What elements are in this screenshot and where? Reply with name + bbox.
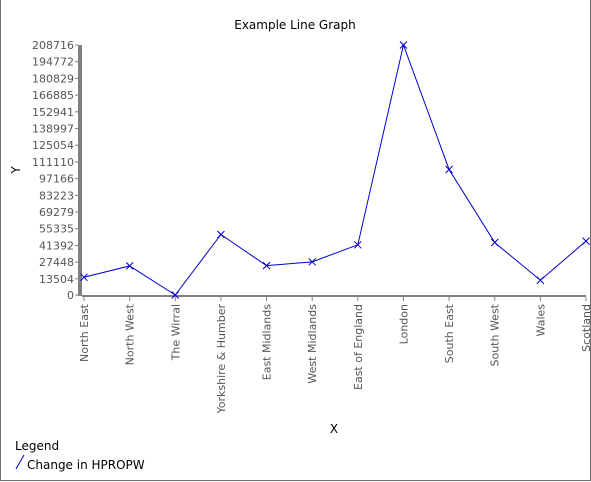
y-tick-label: 41392 [39,239,74,252]
data-point-marker [582,237,590,245]
chart-title: Example Line Graph [234,18,356,32]
legend-swatch [15,454,25,470]
x-tick-label: South East [443,303,456,363]
data-point-marker [171,291,180,299]
y-tick-label: 180829 [32,72,74,85]
x-tick-label: Yorkshire & Humber [215,304,228,415]
y-tick-label: 27448 [39,256,74,269]
y-tick-label: 208716 [32,39,74,52]
data-point-marker [217,230,225,239]
x-tick-label: South West [489,303,502,366]
data-point-marker [445,165,453,174]
y-tick-label: 97166 [39,173,74,186]
series-line [83,43,587,296]
x-tick-label: London [397,304,410,344]
data-point-marker [80,273,88,282]
x-axis-ticks: North East North West The Wirral Yorkshire … [78,297,591,415]
data-point-marker [536,276,545,285]
data-point-marker [262,261,271,270]
data-point-marker [353,240,362,249]
y-tick-label: 125054 [32,139,74,152]
data-point-marker [125,262,134,270]
y-tick-label: 152941 [32,106,74,119]
y-tick-label: 69279 [39,206,74,219]
legend-entry-label: Change in HPROPW [27,458,145,472]
data-point-marker [490,238,499,247]
data-point-marker [308,257,317,266]
y-tick-label: 55335 [39,223,74,236]
legend-title: Legend [15,439,59,453]
x-tick-label: East of England [352,304,365,390]
y-tick-label: 0 [67,289,74,302]
data-point-marker [399,41,408,49]
x-tick-label: West Midlands [306,304,319,384]
x-axis-title: X [330,422,338,436]
x-tick-label: East Midlands [261,304,274,381]
x-tick-label: Wales [534,304,547,337]
x-tick-label: Scotland [580,304,591,352]
y-axis-bar [78,45,82,296]
series-layer [80,41,590,299]
x-tick-label: North West [124,303,137,365]
y-tick-label: 83223 [39,189,74,202]
y-tick-label: 138997 [32,123,74,136]
legend: Legend Change in HPROPW [15,439,145,472]
x-tick-label: The Wirral [169,304,182,361]
y-tick-label: 194772 [32,56,74,69]
x-tick-label: North East [78,303,91,362]
y-tick-label: 166885 [32,89,74,102]
y-axis-ticks: 0 13504 27448 41392 55335 69279 83223 97166 1111… [32,39,78,302]
y-tick-label: 111110 [32,156,74,169]
y-axis-title: Y [9,166,23,175]
y-tick-label: 13504 [39,273,74,286]
